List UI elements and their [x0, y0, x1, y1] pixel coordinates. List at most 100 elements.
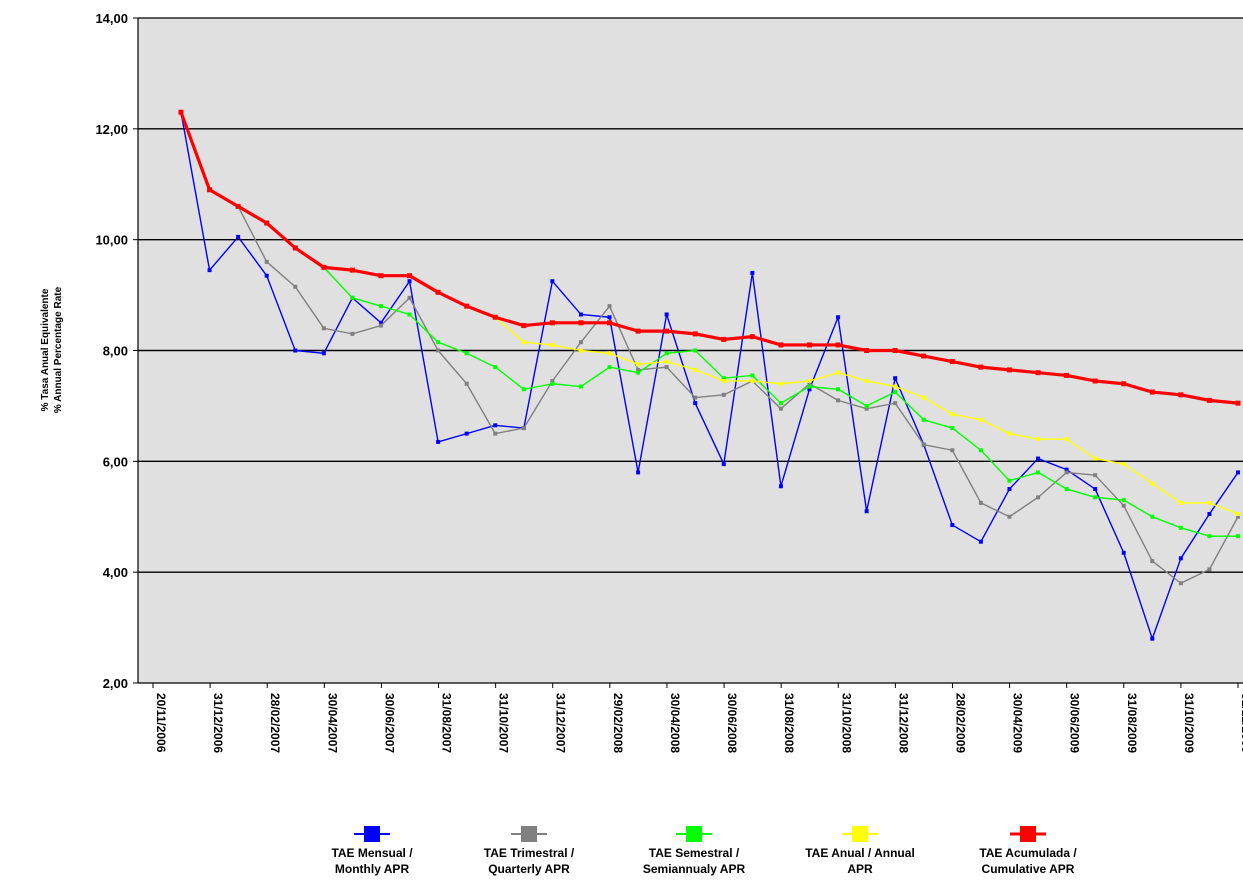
- data-point: [950, 523, 955, 528]
- legend-label: Quarterly APR: [488, 862, 570, 876]
- data-point: [207, 187, 213, 193]
- data-point: [492, 314, 498, 320]
- data-point: [750, 373, 755, 378]
- data-point: [493, 423, 498, 428]
- data-point: [1207, 567, 1212, 572]
- data-point: [321, 264, 327, 270]
- x-tick-label: 31/12/2009: [1239, 693, 1243, 753]
- data-point: [1178, 556, 1183, 561]
- data-point: [607, 315, 612, 320]
- data-point: [892, 348, 898, 353]
- data-point: [893, 384, 898, 389]
- data-point: [321, 351, 326, 356]
- data-point: [350, 331, 355, 336]
- data-point: [1036, 437, 1041, 442]
- data-point: [807, 378, 812, 383]
- legend-marker: [1020, 826, 1036, 842]
- x-tick-label: 31/10/2007: [497, 693, 511, 753]
- data-point: [836, 315, 841, 320]
- data-point: [1092, 378, 1098, 384]
- data-point: [1207, 534, 1212, 539]
- data-point: [721, 336, 727, 342]
- data-point: [1064, 470, 1069, 475]
- legend-marker: [686, 826, 702, 842]
- data-point: [721, 376, 726, 381]
- data-point: [1235, 400, 1241, 406]
- x-tick-label: 30/04/2009: [1011, 693, 1025, 753]
- legend-item: TAE Anual / Annual APR: [805, 826, 915, 876]
- data-point: [178, 109, 184, 115]
- x-tick-label: 30/06/2007: [382, 693, 396, 753]
- data-point: [236, 234, 241, 239]
- legend-label: APR: [847, 862, 873, 876]
- data-point: [378, 304, 383, 309]
- data-point: [1007, 514, 1012, 519]
- data-point: [321, 326, 326, 331]
- data-point: [893, 390, 898, 395]
- x-tick-label: 31/08/2009: [1125, 693, 1139, 753]
- data-point: [1093, 473, 1098, 478]
- legend-label: Cumulative APR: [982, 862, 1075, 876]
- data-point: [293, 284, 298, 289]
- data-point: [978, 539, 983, 544]
- data-point: [1206, 397, 1212, 403]
- data-point: [664, 312, 669, 317]
- series-3: [321, 265, 1240, 539]
- data-point: [778, 381, 783, 386]
- x-tick-label: 31/08/2007: [440, 693, 454, 753]
- data-point: [806, 342, 812, 348]
- data-point: [636, 362, 641, 367]
- data-point: [1093, 495, 1098, 500]
- data-point: [1007, 487, 1012, 492]
- data-point: [978, 364, 984, 370]
- data-point: [664, 328, 670, 334]
- data-point: [207, 268, 212, 273]
- x-tick-label: 31/12/2006: [211, 693, 225, 753]
- x-tick-label: 31/10/2008: [839, 693, 853, 753]
- data-point: [864, 406, 869, 411]
- data-point: [778, 401, 783, 406]
- data-point: [864, 509, 869, 514]
- data-point: [664, 359, 669, 364]
- data-point: [464, 303, 470, 309]
- series-line: [237, 206, 1239, 584]
- x-tick-label: 20/11/2006: [154, 693, 168, 753]
- x-tick-label: 31/10/2009: [1182, 693, 1196, 753]
- data-point: [407, 295, 412, 300]
- data-point: [607, 351, 612, 356]
- data-point: [1121, 498, 1126, 503]
- data-point: [550, 342, 555, 347]
- series-5: [178, 109, 1241, 406]
- legend-label: TAE Anual / Annual: [805, 846, 915, 860]
- data-point: [778, 406, 783, 411]
- data-point: [1064, 437, 1069, 442]
- data-point: [464, 431, 469, 436]
- data-point: [493, 431, 498, 436]
- data-point: [893, 376, 898, 381]
- data-point: [464, 381, 469, 386]
- x-tick-label: 29/02/2008: [611, 693, 625, 753]
- data-point: [836, 398, 841, 403]
- x-tick-label: 28/02/2009: [953, 693, 967, 753]
- data-point: [1178, 392, 1184, 398]
- y-tick-label: 8,00: [103, 344, 128, 359]
- data-point: [693, 395, 698, 400]
- data-point: [1064, 487, 1069, 492]
- series-2: [236, 204, 1240, 586]
- legend-item: TAE Mensual / Monthly APR: [331, 826, 413, 876]
- legend-item: TAE Trimestral / Quarterly APR: [484, 826, 575, 876]
- y-tick-label: 6,00: [103, 454, 128, 469]
- data-point: [693, 401, 698, 406]
- data-point: [921, 417, 926, 422]
- data-point: [607, 365, 612, 370]
- data-point: [750, 378, 755, 383]
- x-tick-label: 30/04/2007: [325, 693, 339, 753]
- series-lines: [178, 109, 1241, 641]
- data-point: [578, 320, 584, 326]
- data-point: [721, 462, 726, 467]
- data-point: [1150, 481, 1155, 486]
- data-point: [1121, 503, 1126, 508]
- legend-item: TAE Semestral / Semiannualy APR: [643, 826, 745, 876]
- data-point: [578, 340, 583, 345]
- y-axis-ticks: 2,00 4,00 6,00 8,00 10,00 12,00 14,00: [95, 11, 138, 691]
